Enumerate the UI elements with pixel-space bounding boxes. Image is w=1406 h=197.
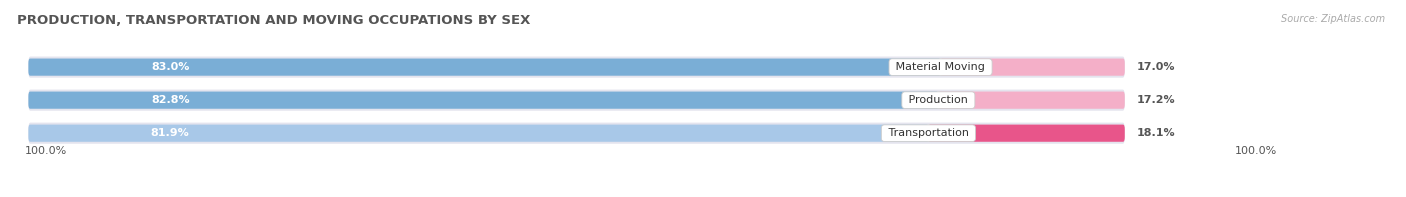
Text: PRODUCTION, TRANSPORTATION AND MOVING OCCUPATIONS BY SEX: PRODUCTION, TRANSPORTATION AND MOVING OC…: [17, 14, 530, 27]
Text: Production: Production: [905, 95, 972, 105]
FancyBboxPatch shape: [28, 59, 941, 76]
Text: 81.9%: 81.9%: [150, 128, 188, 138]
Text: 17.2%: 17.2%: [1137, 95, 1175, 105]
Text: 18.1%: 18.1%: [1137, 128, 1175, 138]
FancyBboxPatch shape: [941, 59, 1125, 76]
FancyBboxPatch shape: [28, 92, 938, 109]
FancyBboxPatch shape: [28, 57, 1125, 78]
Text: 83.0%: 83.0%: [152, 62, 190, 72]
Text: 100.0%: 100.0%: [1234, 146, 1277, 156]
FancyBboxPatch shape: [28, 123, 1125, 144]
FancyBboxPatch shape: [28, 90, 1125, 111]
FancyBboxPatch shape: [928, 125, 1125, 142]
Text: 82.8%: 82.8%: [152, 95, 190, 105]
Text: 100.0%: 100.0%: [25, 146, 67, 156]
Text: Source: ZipAtlas.com: Source: ZipAtlas.com: [1281, 14, 1385, 24]
Text: Transportation: Transportation: [884, 128, 972, 138]
Text: Material Moving: Material Moving: [893, 62, 988, 72]
Text: 17.0%: 17.0%: [1137, 62, 1175, 72]
FancyBboxPatch shape: [938, 92, 1125, 109]
FancyBboxPatch shape: [28, 125, 928, 142]
